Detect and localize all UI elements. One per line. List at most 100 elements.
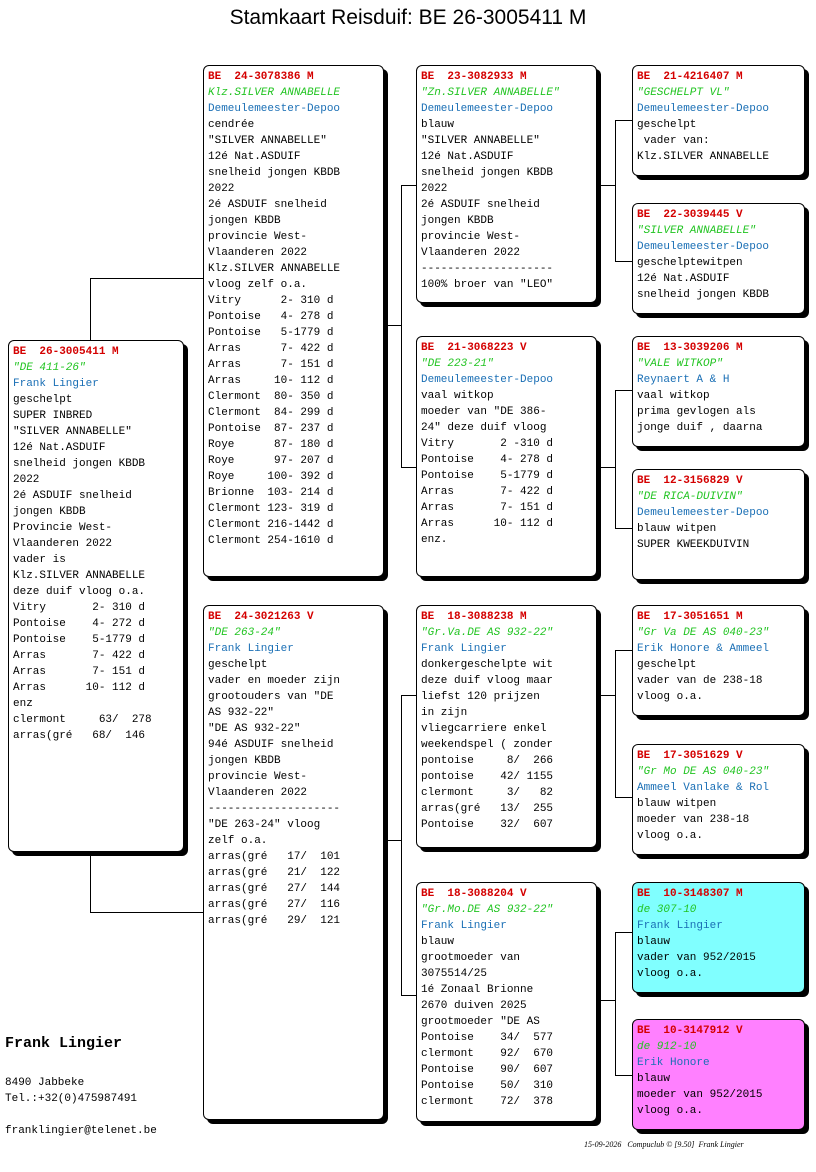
print-stamp: 15-09-2026 Compuclub © [9.50] Frank Ling… xyxy=(584,1140,744,1149)
info-line: provincie West- xyxy=(421,231,521,243)
breeder-name: Frank Lingier xyxy=(421,920,507,932)
pigeon-card-dam-sire[interactable]: BE 18-3088238 M "Gr.Va.DE AS 932-22" Frank… xyxy=(416,605,597,848)
info-line: "SILVER ANNABELLE" xyxy=(208,135,327,147)
owner-email[interactable]: franklingier@telenet.be xyxy=(5,1125,157,1137)
owner-phone: Tel.:+32(0)475987491 xyxy=(5,1093,138,1105)
info-line: -------------------- xyxy=(208,803,341,815)
info-line: blauw witpen xyxy=(637,523,717,535)
connector-line xyxy=(615,390,616,528)
pigeon-card-sire-sire[interactable]: BE 23-3082933 M "Zn.SILVER ANNABELLE" Deme… xyxy=(416,65,597,303)
connector-line xyxy=(615,797,633,798)
info-line: Pontoise 90/ 607 xyxy=(421,1064,554,1076)
pigeon-card-sire[interactable]: BE 24-3078386 M Klz.SILVER ANNABELLE Demeu… xyxy=(203,65,384,577)
info-line: moeder van 238-18 xyxy=(637,814,750,826)
info-line: Pontoise 4- 278 d xyxy=(208,311,334,323)
info-line: prima gevlogen als xyxy=(637,406,756,418)
connector-line xyxy=(401,185,417,186)
connector-line xyxy=(615,261,633,262)
info-line: grootmoeder van xyxy=(421,952,521,964)
connector-line xyxy=(615,650,616,797)
pigeon-card-sire-dam-dam[interactable]: BE 12-3156829 V "DE RICA-DUIVIN" Demeuleme… xyxy=(632,469,805,580)
info-line: 2022 xyxy=(421,183,448,195)
breeder-name: Erik Honore & Ammeel xyxy=(637,643,770,655)
info-line: vader en moeder zijn xyxy=(208,675,341,687)
connector-line xyxy=(615,120,616,261)
info-line: vloog o.a. xyxy=(637,691,704,703)
info-line: Provincie West- xyxy=(13,522,113,534)
info-line: blauw xyxy=(421,119,455,131)
info-line: geschelptewitpen xyxy=(637,257,743,269)
pigeon-card-dam-dam-dam[interactable]: BE 10-3147912 V de 912-10 Erik Honore blauw… xyxy=(632,1019,805,1130)
page-title: Stamkaart Reisduif: BE 26-3005411 M xyxy=(229,6,587,29)
info-line: "SILVER ANNABELLE" xyxy=(421,135,540,147)
pigeon-name: "DE 223-21" xyxy=(421,358,494,370)
info-line: arras(gré 68/ 146 xyxy=(13,730,146,742)
ring-number: BE 22-3039445 V xyxy=(637,209,743,221)
info-line: Arras 10- 112 d xyxy=(208,375,334,387)
info-line: "DE AS 932-22" xyxy=(208,723,301,735)
info-line: Arras 7- 151 d xyxy=(208,359,334,371)
info-line: -------------------- xyxy=(421,263,554,275)
info-line: vader van: xyxy=(637,135,710,147)
info-line: grootouders van "DE xyxy=(208,691,334,703)
info-line: arras(gré 29/ 121 xyxy=(208,915,341,927)
connector-line xyxy=(615,1075,633,1076)
ring-number: BE 21-3068223 V xyxy=(421,342,527,354)
pigeon-card-sire-dam[interactable]: BE 21-3068223 V "DE 223-21" Demeulemeester… xyxy=(416,336,597,577)
pigeon-card-dam[interactable]: BE 24-3021263 V "DE 263-24" Frank Lingier g… xyxy=(203,605,384,1120)
pigeon-name: "Gr Mo DE AS 040-23" xyxy=(637,766,770,778)
pigeon-card-dam-sire-dam[interactable]: BE 17-3051629 V "Gr Mo DE AS 040-23" Ammee… xyxy=(632,744,805,855)
info-line: blauw xyxy=(637,936,671,948)
info-line: pontoise 42/ 1155 xyxy=(421,771,554,783)
info-line: deze duif vloog maar xyxy=(421,675,554,687)
info-line: cendrée xyxy=(208,119,255,131)
info-line: arras(gré 21/ 122 xyxy=(208,867,341,879)
connector-line xyxy=(615,390,633,391)
connector-line xyxy=(615,650,633,651)
pigeon-name: "Gr.Mo.DE AS 932-22" xyxy=(421,904,554,916)
info-line: vloog o.a. xyxy=(637,968,704,980)
info-line: enz. xyxy=(421,534,448,546)
connector-line xyxy=(615,528,633,529)
ring-number: BE 24-3078386 M xyxy=(208,71,314,83)
info-line: vader is xyxy=(13,554,66,566)
connector-line xyxy=(615,932,616,1075)
pigeon-card-dam-sire-sire[interactable]: BE 17-3051651 M "Gr Va DE AS 040-23" Erik … xyxy=(632,605,805,716)
info-line: 12é Nat.ASDUIF xyxy=(13,442,106,454)
info-line: vaal witkop xyxy=(637,390,710,402)
pigeon-name: "VALE WITKOP" xyxy=(637,358,723,370)
info-line: enz xyxy=(13,698,33,710)
info-line: 2670 duiven 2025 xyxy=(421,1000,527,1012)
ring-number: BE 10-3148307 M xyxy=(637,888,743,900)
info-line: Roye 97- 207 d xyxy=(208,455,334,467)
info-line: donkergeschelpte wit xyxy=(421,659,554,671)
breeder-name: Ammeel Vanlake & Rol xyxy=(637,782,770,794)
info-line: in zijn xyxy=(421,707,468,719)
pigeon-card-subject[interactable]: BE 26-3005411 M "DE 411-26" Frank Lingier g… xyxy=(8,340,184,852)
pigeon-card-sire-sire-sire[interactable]: BE 21-4216407 M "GESCHELPT VL" Demeulemees… xyxy=(632,65,805,176)
info-line: jongen KBDB xyxy=(421,215,494,227)
connector-line xyxy=(90,278,204,279)
ring-number: BE 21-4216407 M xyxy=(637,71,743,83)
info-line: 12é Nat.ASDUIF xyxy=(208,151,301,163)
pigeon-card-sire-sire-dam[interactable]: BE 22-3039445 V "SILVER ANNABELLE" Demeule… xyxy=(632,203,805,314)
connector-line xyxy=(401,185,402,467)
pigeon-name: "GESCHELPT VL" xyxy=(637,87,730,99)
pigeon-card-sire-dam-sire[interactable]: BE 13-3039206 M "VALE WITKOP" Reynaert A &… xyxy=(632,336,805,447)
info-line: 100% broer van "LEO" xyxy=(421,279,554,291)
info-line: Pontoise 5-1779 d xyxy=(208,327,334,339)
pigeon-card-dam-dam-sire[interactable]: BE 10-3148307 M de 307-10 Frank Lingier bla… xyxy=(632,882,805,993)
info-line: Pontoise 87- 237 d xyxy=(208,423,334,435)
owner-address: 8490 Jabbeke xyxy=(5,1077,85,1089)
ring-number: BE 13-3039206 M xyxy=(637,342,743,354)
connector-line xyxy=(401,695,417,696)
ring-number: BE 18-3088238 M xyxy=(421,611,527,623)
pigeon-card-dam-dam[interactable]: BE 18-3088204 V "Gr.Mo.DE AS 932-22" Frank… xyxy=(416,882,597,1122)
info-line: moeder van 952/2015 xyxy=(637,1089,763,1101)
info-line: blauw xyxy=(421,936,455,948)
info-line: vloog o.a. xyxy=(637,830,704,842)
info-line: snelheid jongen KBDB xyxy=(208,167,341,179)
connector-line xyxy=(615,932,633,933)
ring-number: BE 12-3156829 V xyxy=(637,475,743,487)
info-line: jongen KBDB xyxy=(13,506,86,518)
